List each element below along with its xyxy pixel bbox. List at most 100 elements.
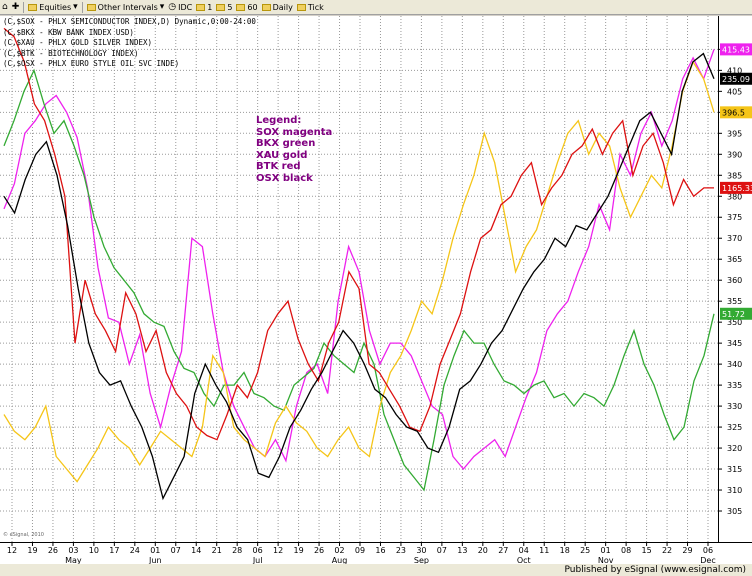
legend-entry-osx: OSX black — [256, 172, 313, 184]
symbol-title-btk: (C,$BTK - BIOTECHNOLOGY INDEX) — [3, 48, 139, 58]
x-tick-label: 20 — [478, 546, 488, 555]
esignal-watermark: © eSignal, 2010 — [3, 532, 44, 538]
home-button[interactable]: ⌂ — [2, 1, 8, 12]
x-month-label: Sep — [414, 556, 429, 565]
x-month-label: Nov — [598, 556, 614, 565]
x-tick-label: 19 — [293, 546, 303, 555]
x-tick-label: 01 — [601, 546, 611, 555]
y-tick-label: 355 — [727, 297, 742, 306]
x-tick-label: 21 — [212, 546, 222, 555]
legend-entry-xau: XAU gold — [256, 149, 308, 161]
x-tick-label: 26 — [48, 546, 58, 555]
chart-svg — [0, 16, 718, 542]
toolbar-item-idc[interactable]: ◷ IDC — [168, 2, 193, 12]
x-month-label: Aug — [332, 556, 348, 565]
x-month-label: Dec — [700, 556, 715, 565]
symbol-title-xau: (C,$XAU - PHLX GOLD SILVER INDEX) — [3, 38, 153, 47]
x-tick-label: 25 — [580, 546, 590, 555]
price-tag-label-sox: 415.43 — [722, 45, 750, 54]
folder-icon — [28, 3, 38, 11]
price-tag-xau — [720, 106, 752, 119]
x-tick-label: 23 — [396, 546, 406, 555]
y-tick-label: 380 — [727, 192, 742, 201]
toolbar-item-other-intervals[interactable]: Other Intervals ▾ — [86, 2, 164, 12]
house-icon: ⌂ — [2, 1, 8, 12]
x-tick-label: 19 — [27, 546, 37, 555]
price-tag-label-osx: 235.09 — [722, 75, 750, 84]
toolbar-item-label: Other Intervals — [97, 2, 158, 12]
series-line-sox — [3, 49, 715, 471]
price-axis-svg: 305 310 315 320 325 330 335 340 345 350 355 360 365 3… — [719, 43, 752, 516]
x-tick-label: 03 — [68, 546, 78, 555]
price-axis[interactable]: 305 310 315 320 325 330 335 340 345 350 355 360 365 3… — [718, 16, 752, 542]
y-tick-label: 345 — [727, 339, 742, 348]
x-tick-label: 24 — [130, 546, 140, 555]
symbol-title-osx: (C,$OSX - PHLX EURO STYLE OIL SVC INDE) — [3, 59, 180, 68]
symbol-title-bkx: (C,$BKX - KBW BANK INDEX USD) — [3, 27, 134, 37]
toolbar-divider — [23, 1, 25, 13]
y-tick-label: 340 — [727, 360, 742, 369]
publisher-credit: Published by eSignal (www.esignal.com) — [564, 565, 746, 575]
y-tick-label: 370 — [727, 234, 742, 243]
price-tag-btk — [720, 181, 752, 194]
toolbar-item-label: Equities — [39, 2, 72, 12]
toolbar-item-label: 60 — [247, 2, 258, 12]
y-tick-label: 360 — [727, 276, 742, 285]
price-tag-label-xau: 396.5 — [722, 108, 745, 117]
y-tick-label: 375 — [727, 213, 742, 222]
x-tick-label: 16 — [375, 546, 385, 555]
y-tick-label: 320 — [727, 444, 742, 453]
toolbar-item-daily[interactable]: Daily — [261, 2, 293, 12]
toolbar-divider — [81, 1, 83, 13]
new-button[interactable]: ✚ — [11, 1, 20, 12]
series-line-osx — [3, 52, 715, 501]
x-tick-label: 22 — [662, 546, 672, 555]
price-tag-label-btk: 1165.33 — [722, 184, 752, 193]
chart-plot-area[interactable] — [0, 16, 718, 542]
x-tick-label: 18 — [560, 546, 570, 555]
symbol-title-sox: (C,$SOX - PHLX SEMICONDUCTOR INDEX,D) Dy… — [3, 17, 256, 26]
x-tick-label: 15 — [641, 546, 651, 555]
y-tick-label: 305 — [727, 507, 742, 516]
time-axis[interactable]: 12 19 26 03 10 17 24 01 07 14 21 28 06 12 19 26 02 09 16 23… — [0, 542, 752, 565]
y-tick-label: 405 — [727, 87, 742, 96]
x-tick-label: 09 — [355, 546, 365, 555]
folder-icon — [296, 3, 306, 11]
toolbar-item-label: IDC — [178, 2, 193, 12]
plus-icon: ✚ — [11, 1, 20, 12]
x-tick-label: 12 — [273, 546, 283, 555]
toolbar-item-1[interactable]: 1 — [196, 3, 212, 12]
toolbar-item-tick[interactable]: Tick — [296, 3, 324, 12]
x-month-label: Jun — [148, 556, 162, 565]
x-tick-label: 07 — [437, 546, 447, 555]
folder-icon — [236, 3, 246, 11]
toolbar-item-label: Daily — [272, 2, 293, 12]
toolbar-item-5[interactable]: 5 — [216, 3, 232, 12]
x-tick-label: 02 — [334, 546, 344, 555]
x-month-label: Oct — [517, 556, 531, 565]
y-tick-label: 330 — [727, 402, 742, 411]
x-month-label: Jul — [252, 556, 263, 565]
x-tick-label: 12 — [7, 546, 17, 555]
price-tag-osx — [720, 72, 752, 85]
x-tick-label: 06 — [253, 546, 263, 555]
toolbar-item-60[interactable]: 60 — [236, 2, 258, 12]
x-tick-label: 04 — [519, 546, 529, 555]
y-tick-label: 390 — [727, 150, 742, 159]
legend-title: Legend: — [256, 115, 302, 126]
x-month-label: May — [65, 556, 82, 565]
y-tick-label: 410 — [727, 66, 742, 75]
toolbar-item-equities[interactable]: Equities ▾ — [28, 2, 78, 12]
x-tick-label: 30 — [416, 546, 426, 555]
series-line-bkx — [3, 68, 715, 492]
x-tick-label: 10 — [89, 546, 99, 555]
series-line-btk — [3, 27, 714, 441]
symbol-titles: (C,$SOX - PHLX SEMICONDUCTOR INDEX,D) Dy… — [3, 17, 256, 70]
y-tick-label: 385 — [727, 171, 742, 180]
folder-icon — [261, 3, 271, 11]
interval-toolbar: ⌂ ✚ Equities ▾ Other Intervals ▾ ◷ IDC 1 5 … — [0, 0, 752, 15]
time-axis-svg: 12 19 26 03 10 17 24 01 07 14 21 28 06 12 19 26 02 09 16 23… — [7, 543, 716, 565]
x-tick-label: 28 — [232, 546, 242, 555]
chart-legend: Legend: SOX magenta BKX green XAU gold B… — [256, 115, 332, 184]
y-tick-label: 365 — [727, 255, 742, 264]
